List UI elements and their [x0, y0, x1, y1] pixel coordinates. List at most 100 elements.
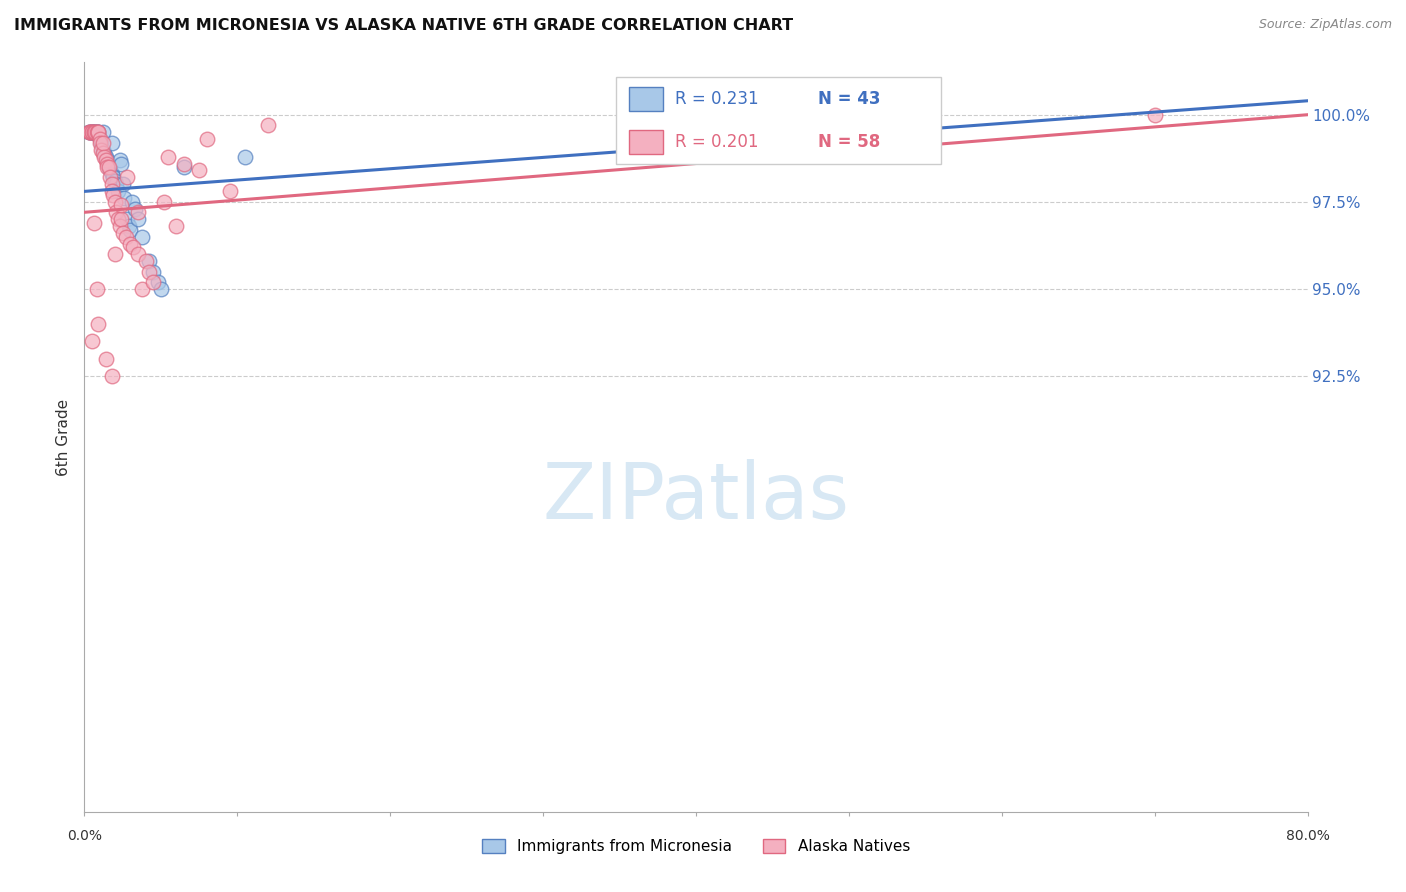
Point	[120, 236, 142, 251]
Point	[135, 254, 157, 268]
Point	[112, 191, 135, 205]
Point	[86, 282, 108, 296]
Point	[121, 194, 143, 209]
Point	[188, 163, 211, 178]
Point	[93, 149, 115, 163]
Point	[103, 187, 125, 202]
Point	[153, 194, 176, 209]
Point	[96, 156, 118, 170]
Legend: Immigrants from Micronesia, Alaska Natives: Immigrants from Micronesia, Alaska Nativ…	[475, 832, 917, 860]
Point	[127, 205, 149, 219]
Point	[84, 125, 107, 139]
Point	[146, 275, 169, 289]
Point	[83, 125, 105, 139]
Text: IMMIGRANTS FROM MICRONESIA VS ALASKA NATIVE 6TH GRADE CORRELATION CHART: IMMIGRANTS FROM MICRONESIA VS ALASKA NAT…	[14, 18, 793, 33]
Point	[115, 170, 138, 185]
Point	[86, 125, 108, 139]
Point	[257, 118, 280, 132]
Point	[1143, 108, 1166, 122]
Point	[83, 125, 105, 139]
Point	[142, 264, 165, 278]
Point	[97, 160, 120, 174]
Point	[101, 167, 124, 181]
Point	[122, 240, 145, 254]
Point	[105, 205, 128, 219]
Point	[79, 125, 101, 139]
Point	[131, 282, 153, 296]
Point	[108, 219, 131, 234]
Point	[79, 125, 101, 139]
Point	[96, 160, 118, 174]
Point	[157, 149, 180, 163]
Text: 80.0%: 80.0%	[1285, 830, 1330, 843]
Point	[94, 149, 117, 163]
Text: R = 0.231: R = 0.231	[675, 90, 759, 108]
Point	[218, 185, 240, 199]
Point	[104, 247, 127, 261]
Text: N = 43: N = 43	[818, 90, 880, 108]
Point	[98, 163, 121, 178]
Point	[80, 125, 103, 139]
Point	[89, 132, 111, 146]
Point	[101, 136, 124, 150]
Point	[120, 223, 142, 237]
Text: R = 0.201: R = 0.201	[675, 133, 759, 151]
Point	[87, 125, 110, 139]
Point	[111, 226, 134, 240]
Point	[83, 125, 105, 139]
Bar	[628, 87, 664, 111]
Point	[97, 160, 120, 174]
Point	[80, 125, 103, 139]
Point	[127, 247, 149, 261]
Point	[103, 170, 125, 185]
Point	[115, 212, 138, 227]
Point	[173, 156, 195, 170]
Point	[90, 136, 112, 150]
Point	[124, 202, 146, 216]
Point	[89, 136, 111, 150]
Point	[80, 334, 103, 349]
Point	[94, 153, 117, 167]
Point	[195, 132, 218, 146]
Point	[90, 143, 112, 157]
Point	[138, 264, 160, 278]
Point	[142, 275, 165, 289]
Point	[638, 101, 661, 115]
Point	[127, 212, 149, 227]
Point	[87, 125, 110, 139]
Point	[173, 160, 195, 174]
Point	[91, 143, 114, 157]
Text: Source: ZipAtlas.com: Source: ZipAtlas.com	[1258, 18, 1392, 31]
Text: 0.0%: 0.0%	[67, 830, 101, 843]
Point	[110, 198, 132, 212]
Point	[107, 212, 129, 227]
Point	[114, 229, 136, 244]
Point	[118, 219, 141, 234]
Point	[83, 125, 105, 139]
Point	[104, 194, 127, 209]
Point	[107, 185, 129, 199]
Text: N = 58: N = 58	[818, 133, 880, 151]
Point	[108, 153, 131, 167]
Point	[77, 125, 100, 139]
Point	[77, 125, 100, 139]
Point	[104, 174, 127, 188]
Point	[83, 216, 105, 230]
Point	[87, 125, 110, 139]
Point	[79, 125, 101, 139]
Point	[111, 178, 134, 192]
Point	[101, 185, 124, 199]
Point	[96, 153, 118, 167]
Point	[233, 149, 256, 163]
Point	[91, 125, 114, 139]
Point	[84, 125, 107, 139]
Point	[86, 125, 108, 139]
Point	[91, 146, 114, 161]
Y-axis label: 6th Grade: 6th Grade	[56, 399, 72, 475]
Point	[87, 125, 110, 139]
Point	[93, 146, 115, 161]
Bar	[616, 78, 941, 163]
Point	[89, 132, 111, 146]
Bar	[628, 130, 664, 154]
Point	[131, 229, 153, 244]
